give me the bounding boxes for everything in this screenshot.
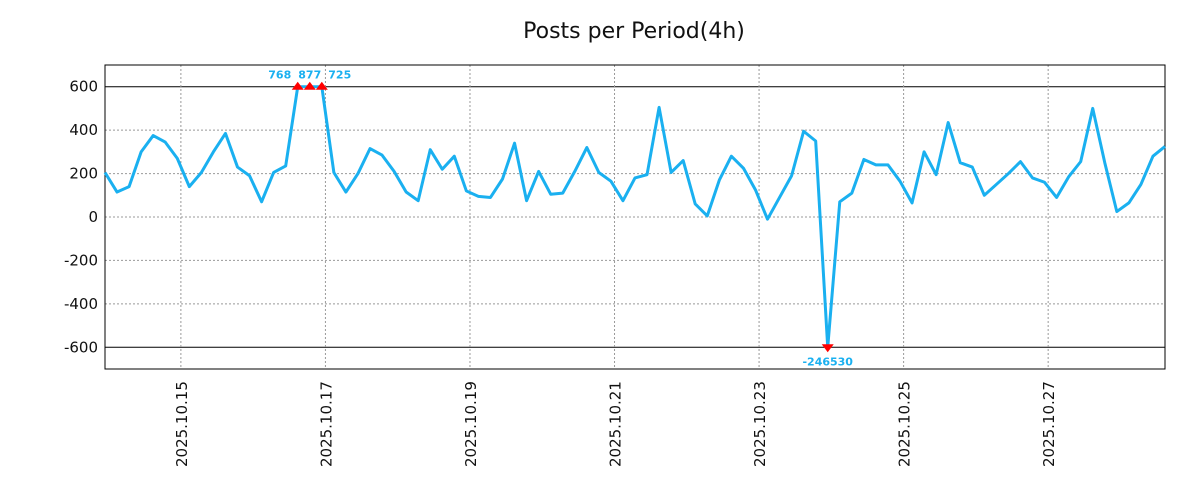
clipped-marker	[303, 81, 316, 90]
y-tick-label: -400	[64, 295, 98, 313]
clipped-value-label: 768	[268, 69, 291, 82]
clipped-value-label: 877	[298, 69, 321, 82]
clipped-value-label: -246530	[802, 355, 853, 368]
clipped-value-label: 725	[328, 69, 351, 82]
x-tick-label: 2025.10.25	[896, 381, 914, 467]
x-tick-label: 2025.10.17	[317, 381, 335, 467]
y-tick-label: 400	[69, 121, 98, 139]
x-tick-label: 2025.10.15	[173, 381, 191, 467]
chart-title: Posts per Period(4h)	[523, 19, 745, 44]
x-tick-label: 2025.10.21	[607, 381, 625, 467]
y-tick-label: 600	[69, 78, 98, 96]
plot-area	[104, 64, 1166, 370]
y-tick-label: 200	[69, 165, 98, 183]
y-tick-label: -200	[64, 251, 98, 269]
y-tick-label: -600	[64, 338, 98, 356]
clipped-marker	[821, 344, 834, 353]
x-tick-label: 2025.10.23	[751, 381, 769, 467]
x-tick-label: 2025.10.19	[462, 381, 480, 467]
clipped-marker	[291, 81, 304, 90]
x-tick-label: 2025.10.27	[1040, 381, 1058, 467]
series-line	[103, 85, 1166, 349]
clipped-marker	[315, 81, 328, 90]
y-tick-label: 0	[88, 208, 98, 226]
